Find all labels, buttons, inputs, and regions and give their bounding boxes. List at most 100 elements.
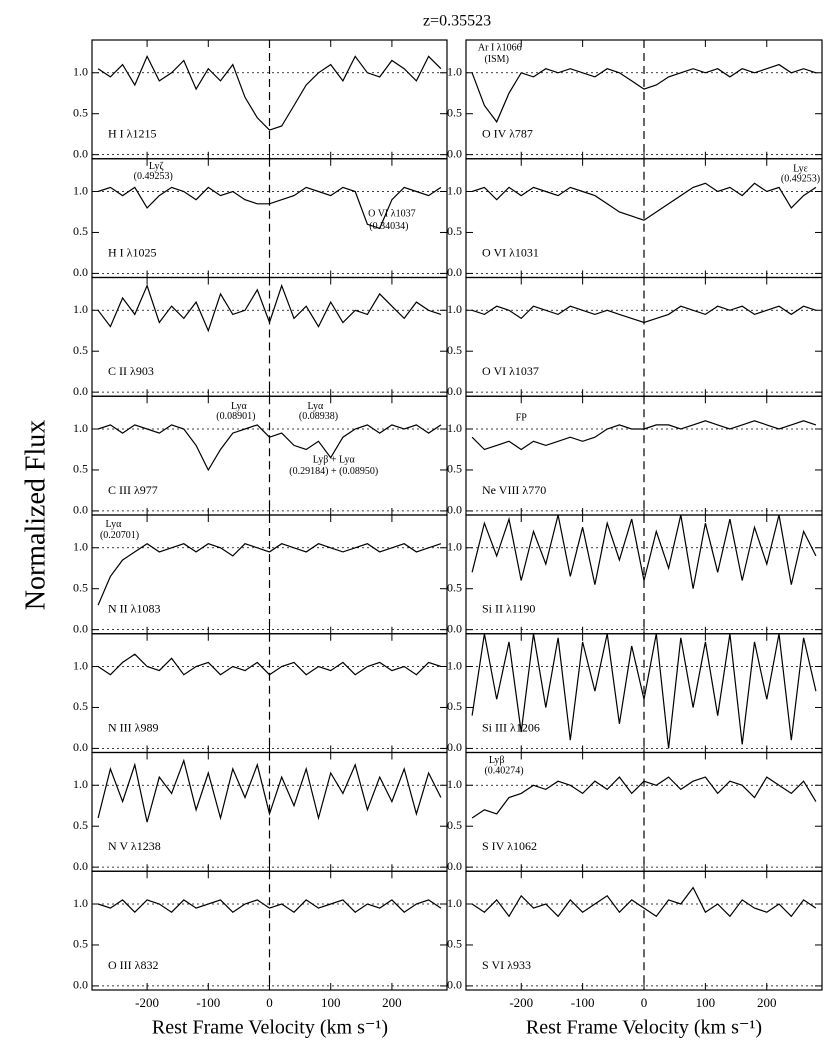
- x-tick-label: -100: [571, 995, 595, 1010]
- panel-label: N II λ1083: [108, 602, 160, 616]
- y-tick-label: 0.0: [447, 146, 462, 160]
- y-tick-label: 0.5: [447, 937, 462, 951]
- annotation: O VI λ1037: [368, 209, 415, 220]
- annotation: (0.08938): [299, 411, 338, 422]
- y-tick-label: 0.5: [73, 224, 88, 238]
- y-tick-label: 1.0: [447, 183, 462, 197]
- y-tick-label: 0.0: [447, 384, 462, 398]
- y-tick-label: 0.5: [73, 937, 88, 951]
- x-tick-label: -100: [196, 995, 220, 1010]
- annotation: Lyβ + Lyα: [313, 454, 356, 465]
- y-tick-label: 0.0: [447, 503, 462, 517]
- chart-title: z=0.35523: [423, 13, 491, 30]
- y-tick-label: 0.0: [73, 146, 88, 160]
- y-tick-label: 1.0: [447, 540, 462, 554]
- annotation: (0.20701): [100, 530, 139, 541]
- y-tick-label: 0.5: [447, 105, 462, 119]
- annotation: Lyα: [231, 401, 248, 412]
- y-tick-label: 0.0: [447, 265, 462, 279]
- y-tick-label: 0.0: [447, 978, 462, 992]
- annotation: (0.34034): [369, 221, 408, 232]
- panel-label: H I λ1025: [108, 245, 156, 259]
- y-tick-label: 1.0: [447, 65, 462, 79]
- y-tick-label: 1.0: [73, 896, 88, 910]
- y-tick-label: 0.5: [73, 462, 88, 476]
- y-tick-label: 0.5: [73, 699, 88, 713]
- y-tick-label: 1.0: [447, 658, 462, 672]
- y-tick-label: 0.0: [73, 384, 88, 398]
- y-tick-label: 0.5: [73, 105, 88, 119]
- y-tick-label: 1.0: [73, 777, 88, 791]
- spectrum: [471, 633, 817, 749]
- annotation: FP: [516, 413, 528, 424]
- y-tick-label: 1.0: [73, 658, 88, 672]
- spectrum: [97, 653, 442, 676]
- panel-label: Si II λ1190: [482, 602, 535, 616]
- y-tick-label: 0.0: [447, 859, 462, 873]
- x-tick-label: 100: [696, 995, 716, 1010]
- panel-label: Si III λ1206: [482, 720, 540, 734]
- y-tick-label: 0.5: [447, 343, 462, 357]
- y-tick-label: 1.0: [73, 421, 88, 435]
- annotation: (0.49253): [134, 171, 173, 182]
- annotation: (0.49253): [781, 174, 820, 185]
- x-tick-label: -200: [135, 995, 159, 1010]
- y-tick-label: 0.5: [73, 343, 88, 357]
- x-axis-label: Rest Frame Velocity (km s⁻¹): [152, 1017, 388, 1039]
- y-tick-label: 0.0: [73, 978, 88, 992]
- y-tick-label: 1.0: [447, 777, 462, 791]
- y-tick-label: 0.5: [73, 818, 88, 832]
- y-tick-label: 1.0: [447, 302, 462, 316]
- annotation: (0.08901): [216, 411, 255, 422]
- y-tick-label: 0.5: [447, 224, 462, 238]
- annotation: Lyα: [106, 519, 123, 530]
- y-tick-label: 1.0: [73, 302, 88, 316]
- x-tick-label: 0: [266, 995, 273, 1010]
- panel-label: Ne VIII λ770: [482, 483, 546, 497]
- y-tick-label: 1.0: [447, 421, 462, 435]
- y-tick-label: 0.0: [73, 503, 88, 517]
- y-tick-label: 0.0: [73, 740, 88, 754]
- spectrum: [97, 542, 442, 606]
- panel-label: S VI λ933: [482, 958, 531, 972]
- y-tick-label: 0.5: [73, 580, 88, 594]
- x-tick-label: -200: [509, 995, 533, 1010]
- y-tick-label: 1.0: [73, 183, 88, 197]
- spectrum: [97, 899, 442, 914]
- y-tick-label: 0.0: [447, 621, 462, 635]
- spectrum: [97, 424, 442, 472]
- y-tick-label: 0.5: [447, 580, 462, 594]
- panel-label: C III λ977: [108, 483, 158, 497]
- x-axis-label: Rest Frame Velocity (km s⁻¹): [526, 1017, 762, 1039]
- spectrum: [471, 514, 817, 589]
- spectrum: [97, 283, 442, 333]
- spectrum: [471, 305, 817, 324]
- x-tick-label: 0: [641, 995, 648, 1010]
- spectrum: [97, 758, 442, 823]
- spectrum: [471, 182, 817, 221]
- panel-label: S IV λ1062: [482, 839, 537, 853]
- annotation: Lyα: [308, 401, 325, 412]
- panel-label: O VI λ1031: [482, 245, 539, 259]
- y-tick-label: 1.0: [447, 896, 462, 910]
- annotation: Lyζ: [149, 161, 164, 172]
- spectrum: [97, 186, 442, 230]
- panel-label: N V λ1238: [108, 839, 161, 853]
- annotation: Lyβ: [489, 755, 505, 766]
- panel-label: H I λ1215: [108, 127, 156, 141]
- y-tick-label: 0.0: [73, 859, 88, 873]
- panel-label: N III λ989: [108, 720, 158, 734]
- y-axis-label: Normalized Flux: [20, 420, 51, 611]
- annotation: Ar I λ1066: [478, 42, 522, 53]
- x-tick-label: 100: [321, 995, 341, 1010]
- y-tick-label: 1.0: [73, 65, 88, 79]
- y-tick-label: 0.0: [73, 621, 88, 635]
- annotation: Lyε: [793, 164, 808, 175]
- annotation: (ISM): [484, 54, 508, 65]
- x-tick-label: 200: [382, 995, 402, 1010]
- y-tick-label: 0.5: [447, 818, 462, 832]
- annotation: (0.40274): [484, 766, 523, 777]
- spectrum: [471, 63, 817, 124]
